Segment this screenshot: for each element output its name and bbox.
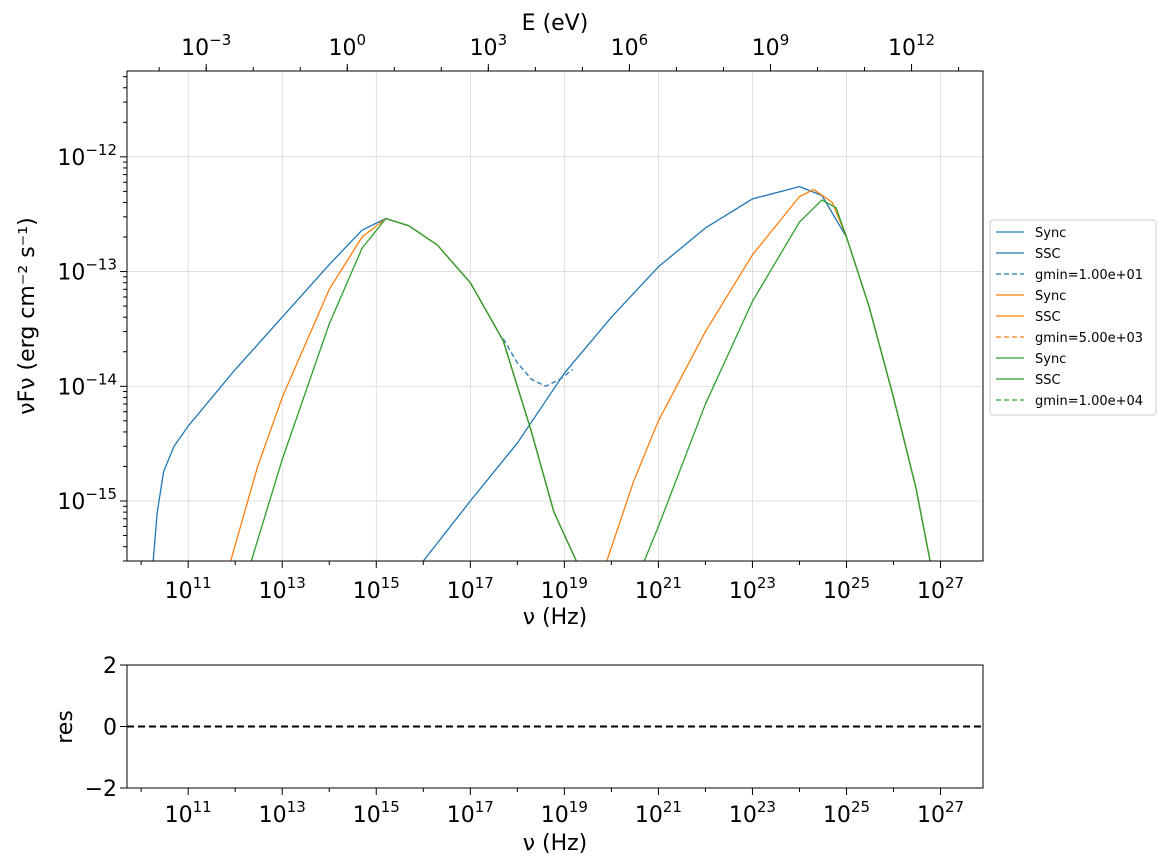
main-frame (126, 70, 984, 562)
res-x-tick-label-6: 1023 (729, 798, 776, 828)
sed-plot: 1011 1013 1015 1017 1019 1021 1023 1025 1027 10−1… (15, 11, 984, 630)
x-tick-label-0: 1011 (165, 574, 212, 604)
res-x-tick-label-5: 1021 (635, 798, 682, 828)
series-line-2 (502, 338, 574, 387)
res-x-tick-label-1: 1013 (259, 798, 306, 828)
y-tick-label-0: 10−15 (57, 485, 117, 515)
top-tick-label-0: 10−3 (181, 31, 231, 61)
legend-label-1: SSC (1035, 247, 1061, 262)
x-tick-label-1: 1013 (259, 574, 306, 604)
res-x-tick-label-3: 1017 (447, 798, 494, 828)
x-tick-label-8: 1027 (917, 574, 964, 604)
legend-label-8: gmin=1.00e+04 (1035, 394, 1143, 409)
res-x-axis-label: ν (Hz) (523, 831, 588, 856)
legend-label-3: Sync (1035, 289, 1066, 304)
y-tick-label-2: 10−13 (57, 256, 117, 286)
x-tick-label-2: 1015 (353, 574, 400, 604)
top-tick-label-1: 100 (329, 31, 367, 61)
res-y-tick-label-2: 2 (103, 654, 117, 679)
top-tick-label-3: 106 (611, 31, 649, 61)
y-axis-label: νFν (erg cm⁻² s⁻¹) (15, 217, 40, 414)
legend-frame (989, 219, 1157, 416)
x-tick-label-4: 1019 (541, 574, 588, 604)
series-group (152, 185, 931, 561)
legend-label-5: gmin=5.00e+03 (1035, 331, 1143, 346)
residual-plot: 1011 1013 1015 1017 1019 1021 1023 1025 1027 −2 0 2… (53, 654, 984, 856)
x-axis-label: ν (Hz) (523, 605, 588, 630)
legend-label-2: gmin=1.00e+01 (1035, 268, 1143, 283)
legend: Sync SSC gmin=1.00e+01 Sync SSC gmin=5.00e+03… (989, 219, 1157, 416)
legend-label-4: SSC (1035, 310, 1061, 325)
legend-label-6: Sync (1035, 352, 1066, 367)
top-tick-label-4: 109 (752, 31, 790, 61)
y-tick-label-3: 10−12 (57, 141, 117, 171)
y-tick-label-1: 10−14 (57, 370, 117, 400)
x-tick-label-7: 1025 (823, 574, 870, 604)
series-line-4 (606, 188, 931, 561)
series-line-6 (250, 217, 577, 561)
res-y-tick-label-0: −2 (85, 777, 117, 802)
x-tick-label-5: 1021 (635, 574, 682, 604)
res-x-tick-label-4: 1019 (541, 798, 588, 828)
res-x-tick-label-8: 1027 (917, 798, 964, 828)
series-line-0 (152, 217, 577, 561)
top-tick-label-5: 1012 (888, 31, 935, 61)
res-y-axis-label: res (53, 710, 78, 744)
res-x-tick-label-0: 1011 (165, 798, 212, 828)
series-line-1 (422, 185, 931, 561)
res-y-tick-label-1: 0 (103, 716, 117, 741)
top-axis-label: E (eV) (522, 11, 589, 36)
res-x-tick-label-2: 1015 (353, 798, 400, 828)
legend-label-0: Sync (1035, 226, 1066, 241)
res-x-tick-label-7: 1025 (823, 798, 870, 828)
top-tick-label-2: 103 (470, 31, 508, 61)
x-tick-label-3: 1017 (447, 574, 494, 604)
x-tick-label-6: 1023 (729, 574, 776, 604)
legend-label-7: SSC (1035, 373, 1061, 388)
series-line-7 (643, 199, 931, 561)
